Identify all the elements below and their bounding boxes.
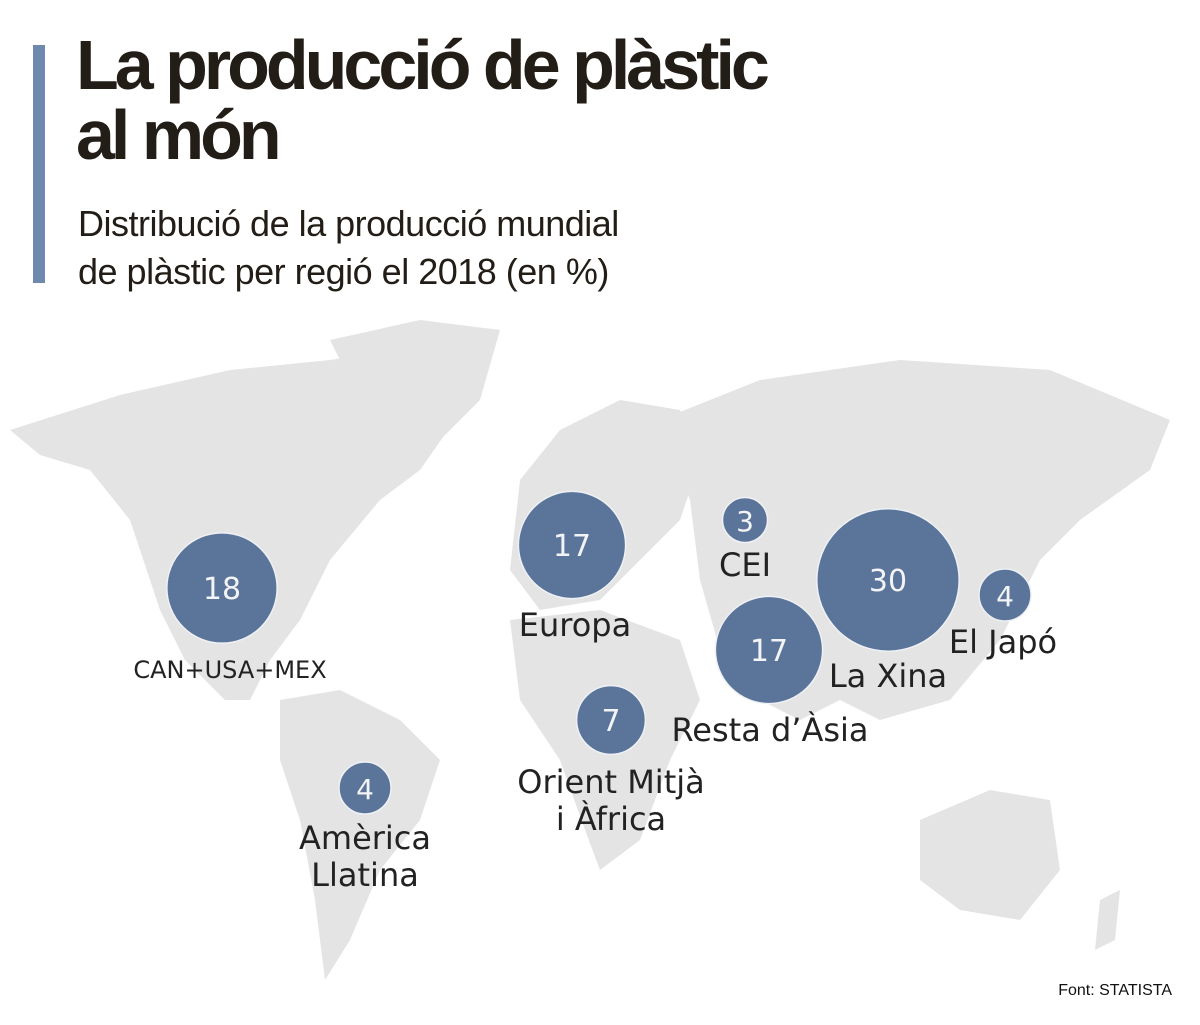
- region-label: El Japó: [949, 623, 1057, 661]
- region-label: CAN+USA+MEX: [133, 656, 326, 684]
- bubble-value: 4: [356, 773, 374, 806]
- bubble-4: [978, 568, 1032, 622]
- land-greenland: [330, 320, 500, 450]
- bubble-value: 7: [601, 704, 620, 739]
- title-line-1: La producció de plàstic: [76, 26, 770, 104]
- land-australia: [920, 790, 1060, 920]
- bubble-2: [721, 496, 769, 544]
- title-line-2: al món: [76, 96, 282, 174]
- bubble-0: [166, 532, 278, 644]
- bubble-value: 3: [736, 505, 754, 538]
- subtitle-line-2: de plàstic per regió el 2018 (en %): [78, 251, 609, 292]
- bubble-7: [338, 761, 392, 815]
- bubble-1: [517, 490, 627, 600]
- bubble-5: [714, 595, 824, 705]
- region-label: Europa: [519, 606, 631, 644]
- region-label: La Xina: [829, 657, 947, 695]
- land-north-america: [10, 345, 470, 700]
- bubble-value: 17: [750, 634, 788, 669]
- source-note: Font: STATISTA: [1058, 982, 1172, 999]
- region-label: i Àfrica: [556, 800, 666, 838]
- chart-subtitle: Distribució de la producció mundial de pl…: [78, 200, 619, 296]
- bubble-3: [816, 508, 960, 652]
- region-label: Orient Mitjà: [517, 763, 704, 801]
- region-label: Resta d’Àsia: [671, 711, 868, 749]
- bubbles: 18 CAN+USA+MEX 17 Europa 3 CEI 30 La Xina 4 El Ja…: [133, 490, 1057, 894]
- bubble-value: 17: [553, 529, 591, 564]
- bubble-value: 30: [869, 564, 907, 599]
- accent-bar: [33, 45, 45, 283]
- land-new-zealand: [1095, 890, 1120, 950]
- bubble-value: 18: [203, 572, 241, 607]
- land-south-america: [280, 690, 440, 980]
- region-label: CEI: [719, 546, 771, 584]
- subtitle-line-1: Distribució de la producció mundial: [78, 203, 619, 244]
- region-label: Llatina: [311, 856, 419, 894]
- bubble-6: [575, 684, 647, 756]
- region-label: Amèrica: [299, 819, 431, 857]
- chart-title: La producció de plàstic al món: [76, 30, 770, 170]
- bubble-value: 4: [996, 580, 1014, 613]
